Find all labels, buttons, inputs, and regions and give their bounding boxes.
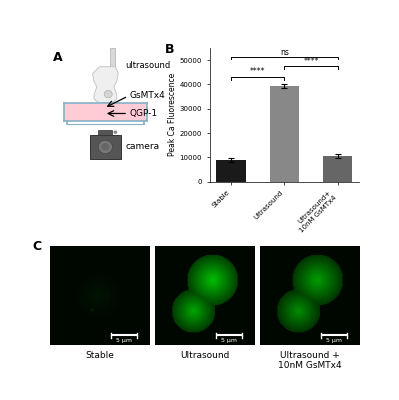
Text: 5 μm: 5 μm: [221, 338, 237, 343]
Text: QGP-1: QGP-1: [130, 109, 158, 118]
Text: 5 μm: 5 μm: [326, 338, 342, 343]
Text: ****: ****: [303, 57, 319, 66]
Text: Ultrasound +
10nM GsMTx4: Ultrasound + 10nM GsMTx4: [278, 351, 342, 370]
Text: GsMTx4: GsMTx4: [130, 91, 165, 100]
Text: 5 μm: 5 μm: [116, 338, 132, 343]
Text: B: B: [165, 43, 174, 56]
FancyBboxPatch shape: [64, 104, 147, 121]
Bar: [323, 156, 352, 182]
Circle shape: [104, 90, 112, 98]
FancyBboxPatch shape: [98, 130, 113, 135]
Polygon shape: [110, 48, 115, 67]
Circle shape: [101, 143, 109, 151]
Text: A: A: [53, 51, 62, 64]
Text: ultrasound: ultrasound: [125, 61, 170, 70]
Polygon shape: [93, 67, 118, 103]
Bar: [217, 160, 246, 182]
Circle shape: [98, 140, 113, 154]
Text: ns: ns: [280, 48, 289, 56]
Text: Ultrasound: Ultrasound: [180, 351, 229, 360]
FancyBboxPatch shape: [90, 135, 121, 159]
Circle shape: [113, 130, 117, 134]
Text: Stable: Stable: [85, 351, 114, 360]
Text: camera: camera: [125, 142, 160, 151]
Bar: [270, 86, 299, 182]
Text: ****: ****: [250, 67, 265, 76]
Text: C: C: [32, 240, 41, 253]
Y-axis label: Peak Ca Fluorescence: Peak Ca Fluorescence: [168, 73, 177, 156]
